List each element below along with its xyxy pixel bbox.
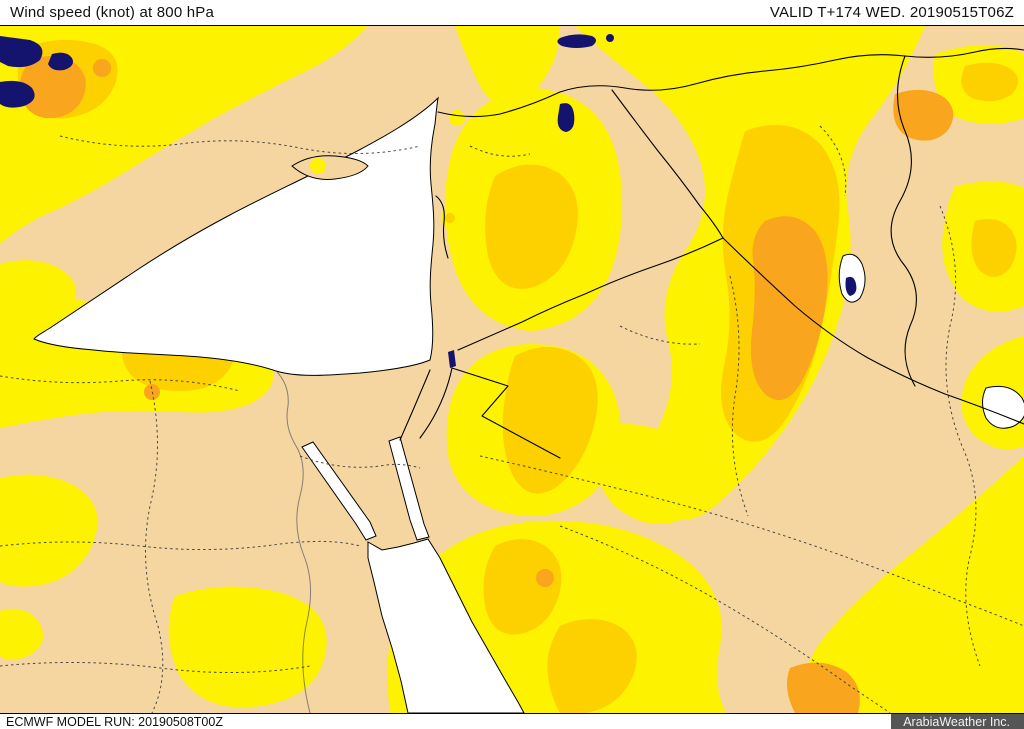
aegean-fragment [48,52,73,71]
map-title: Wind speed (knot) at 800 hPa [10,4,215,21]
admin-border [59,135,421,154]
map-footer: ECMWF MODEL RUN: 20190508T00Z ArabiaWeat… [0,713,1024,729]
lakes [0,34,857,368]
wind-contour [536,569,554,587]
gulf-head-water [845,276,857,296]
border-lebanon-israel [435,195,449,259]
salt-lake [557,103,575,132]
admin-border [559,525,891,713]
small-lake [606,34,614,42]
wind-contour [750,216,828,401]
wind-contour [502,347,598,494]
admin-borders [0,125,1024,713]
border-turkey-south [437,47,1024,118]
nile-river [276,371,312,713]
wind-contour [961,62,1018,102]
wind-contour [483,538,562,635]
admin-border [0,661,311,674]
border-iran [890,55,917,387]
model-run-label: ECMWF MODEL RUN: 20190508T00Z [6,714,223,729]
cyprus-land [291,155,369,180]
border-egypt-israel [399,369,431,441]
wind-speed-map [0,26,1024,713]
wind-contour [971,218,1017,277]
admin-border [0,540,361,551]
brand-badge: ArabiaWeather Inc. [891,714,1024,729]
red-sea [367,538,525,713]
admin-border [939,205,981,667]
wind-contour [455,26,560,107]
wind-contour [0,474,98,587]
wind-contour [449,110,465,126]
map-header: Wind speed (knot) at 800 hPa VALID T+174… [0,0,1024,26]
gulf-of-aqaba [388,436,430,541]
country-borders [399,47,1024,459]
wind-contours-level3 [20,55,954,713]
dead-sea [448,350,456,368]
admin-border [145,380,164,713]
valid-time-label: VALID T+174 WED. 20190515T06Z [769,4,1014,21]
wind-contour [93,59,111,77]
wind-contour [168,586,327,708]
admin-border [819,125,847,197]
wind-contour [445,213,455,223]
gulf-of-suez [301,441,377,541]
border-jordan-saudi [451,367,561,459]
lake-van [557,34,596,48]
black-sea-fragment [0,36,43,68]
admin-border [0,375,241,392]
admin-border [299,455,421,469]
gulf-inlet [982,385,1024,429]
black-sea-fragment [0,80,35,108]
border-iraq-saudi [722,237,1024,425]
wind-contour [802,456,1024,713]
border-syria-iraq [611,89,724,239]
cyprus-wind-contour [310,158,326,174]
cyprus-island [291,155,369,180]
admin-border [469,145,531,157]
wind-contour [893,89,954,141]
map-canvas [0,26,1024,713]
wind-contour [786,662,860,713]
wind-contour [0,609,44,660]
wind-contour [547,618,637,713]
wind-contour [485,164,578,289]
border-iraq-jordan [457,237,724,351]
wind-contour [20,55,86,119]
admin-border [479,455,1024,627]
admin-border [729,275,749,517]
border-israel-jordan [419,367,453,439]
